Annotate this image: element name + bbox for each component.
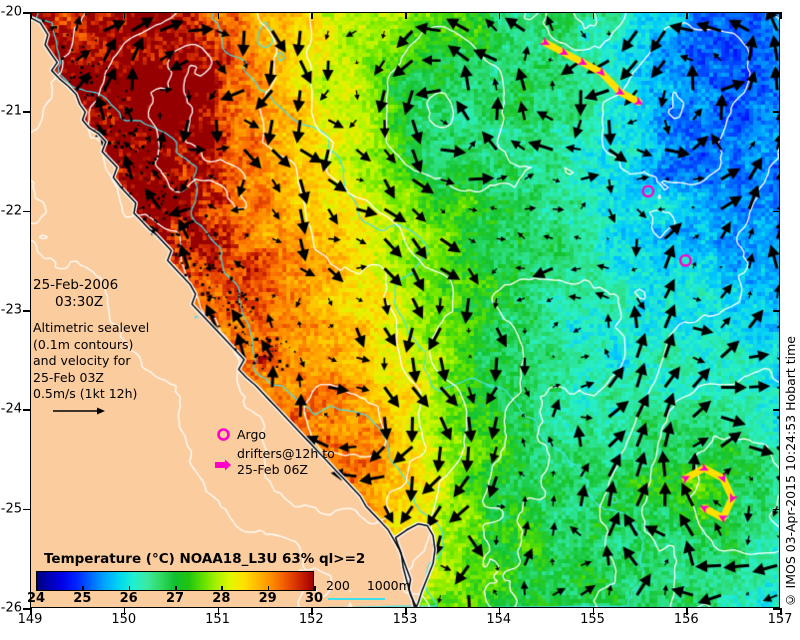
y-axis-tick-label: -22 — [0, 203, 22, 219]
y-axis-tick-label: -24 — [0, 401, 22, 417]
colorbar-tick-mark — [128, 586, 131, 591]
y-axis-tick-label: -23 — [0, 302, 22, 318]
colorbar-tick-mark — [221, 586, 223, 591]
x-axis-tick-label: 156 — [673, 612, 699, 627]
bathymetry-legend: 200 1000m — [326, 578, 411, 593]
y-axis-tick-mark — [23, 310, 30, 312]
colorbar-tick-mark — [175, 586, 177, 591]
x-axis-tick-label: 155 — [580, 612, 605, 627]
colorbar-tick-label: 25 — [73, 591, 92, 606]
x-axis-tick-mark-top — [123, 12, 126, 19]
drifter-legend-line-2: 25-Feb 06Z — [237, 462, 308, 477]
x-axis-tick-mark-top — [498, 12, 501, 19]
annotation-line-5: 0.5m/s (1kt 12h) — [33, 386, 138, 401]
colorbar-title: Temperature (°C) NOAA18_L3U 63% ql>=2 — [44, 551, 366, 567]
x-axis-tick-mark-top — [30, 12, 32, 19]
colorbar-tick-label: 26 — [119, 591, 138, 606]
velocity-scale-arrow-icon — [51, 405, 149, 422]
argo-legend-label: Argo — [237, 427, 267, 442]
marker-legend: Argo drifters@12h to 25-Feb 06Z — [210, 427, 335, 478]
annotation-date: 25-Feb-2006 — [33, 277, 119, 293]
bathy-label-1000: 1000m — [366, 578, 411, 593]
y-axis-tick-mark-right — [773, 508, 780, 511]
y-axis-tick-label: -20 — [0, 4, 22, 20]
bathy-label-200: 200 — [326, 578, 350, 593]
y-axis-tick-label: -25 — [0, 501, 22, 517]
annotation-line-3: and velocity for — [33, 353, 131, 368]
colorbar-tick-mark — [267, 586, 270, 591]
annotation-block: 25-Feb-2006 03:30Z Altimetric sealevel (… — [33, 277, 149, 421]
y-axis-tick-mark — [23, 409, 30, 411]
bathymetry-line-sample-icon — [328, 598, 385, 600]
x-axis-tick-mark-top — [780, 12, 782, 19]
y-axis-tick-mark — [23, 111, 30, 113]
y-axis-tick-mark-right — [773, 608, 780, 610]
colorbar-tick-mark — [82, 586, 84, 591]
x-axis-tick-mark — [592, 608, 594, 615]
x-axis-tick-mark — [217, 608, 219, 615]
x-axis-tick-label: 154 — [486, 612, 512, 627]
x-axis-tick-mark-top — [592, 12, 594, 19]
x-axis-tick-mark-top — [686, 12, 688, 19]
annotation-datetime: 25-Feb-2006 03:30Z — [33, 277, 149, 311]
y-axis-tick-mark — [23, 508, 30, 511]
x-axis-tick-label: 153 — [392, 612, 418, 627]
annotation-time: 03:30Z — [55, 294, 104, 310]
x-axis-tick-mark-top — [311, 12, 313, 19]
y-axis-tick-mark-right — [773, 210, 780, 213]
x-axis-tick-mark — [123, 608, 126, 615]
x-axis-tick-mark-top — [217, 12, 219, 19]
y-axis-tick-label: -21 — [0, 103, 22, 119]
colorbar-tick-mark — [36, 586, 38, 591]
colorbar-tick-label: 30 — [304, 591, 324, 606]
x-axis-tick-label: 151 — [205, 612, 230, 627]
y-axis-tick-mark-right — [773, 310, 780, 312]
x-axis-tick-label: 149 — [17, 612, 43, 627]
x-axis-tick-mark — [405, 608, 407, 615]
y-axis-tick-mark — [23, 12, 30, 14]
colorbar-tick-mark — [314, 586, 316, 591]
map-plot-area[interactable] — [30, 12, 780, 608]
y-axis-tick-label: -26 — [0, 600, 22, 616]
map-overlays-layer — [31, 13, 779, 607]
drifter-legend-label: drifters@12h to 25-Feb 06Z — [236, 446, 335, 478]
annotation-line-4: 25-Feb 03Z — [33, 369, 104, 385]
colorbar-tick-label: 29 — [258, 591, 277, 606]
legend-row-argo: Argo — [210, 427, 335, 443]
x-axis-tick-mark — [311, 608, 313, 615]
x-axis-tick-label: 152 — [298, 612, 324, 627]
x-axis-tick-mark — [30, 608, 32, 615]
imos-credit-text: © IMOS 03-Apr-2015 10:24:53 Hobart time — [783, 336, 798, 608]
annotation-line-2: (0.1m contours) — [33, 336, 134, 352]
legend-row-drifters: drifters@12h to 25-Feb 06Z — [210, 446, 335, 478]
x-axis-tick-mark — [686, 608, 688, 615]
colorbar-tick-label: 28 — [212, 591, 231, 606]
drifter-legend-line-1: drifters@12h to — [237, 446, 335, 461]
x-axis-tick-mark — [780, 608, 782, 615]
y-axis-tick-mark-right — [773, 111, 780, 113]
y-axis-tick-mark-right — [773, 409, 780, 411]
x-axis-tick-mark-top — [405, 12, 407, 19]
colorbar-tick-label: 27 — [165, 591, 185, 606]
annotation-description: Altimetric sealevel (0.1m contours) and … — [33, 320, 149, 421]
x-axis-tick-mark — [498, 608, 501, 615]
drifter-arrow-icon — [210, 446, 236, 471]
annotation-line-1: Altimetric sealevel — [33, 320, 150, 335]
y-axis-tick-mark-right — [773, 12, 780, 14]
y-axis-tick-mark — [23, 210, 30, 213]
y-axis-tick-mark — [23, 608, 30, 610]
x-axis-tick-label: 157 — [767, 612, 793, 627]
x-axis-tick-label: 150 — [111, 612, 137, 627]
colorbar-tick-label: 24 — [26, 591, 46, 606]
argo-circle-icon — [210, 427, 236, 442]
